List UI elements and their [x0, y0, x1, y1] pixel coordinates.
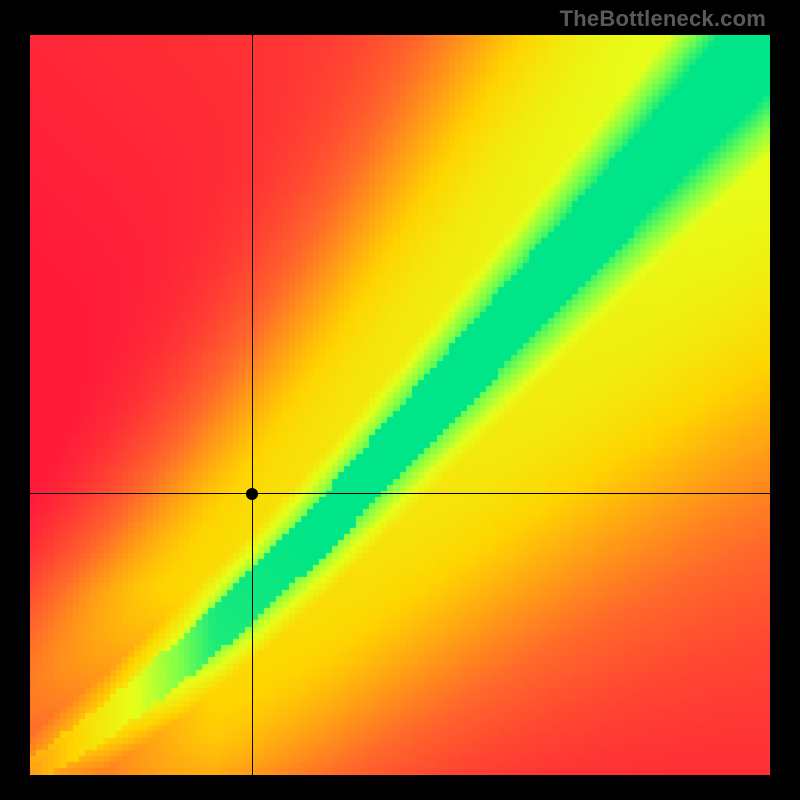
- crosshair-horizontal: [30, 493, 770, 494]
- crosshair-vertical: [252, 35, 253, 775]
- chart-frame: [30, 35, 770, 775]
- heatmap-canvas: [30, 35, 770, 775]
- watermark-text: TheBottleneck.com: [560, 6, 766, 32]
- crosshair-marker: [246, 488, 258, 500]
